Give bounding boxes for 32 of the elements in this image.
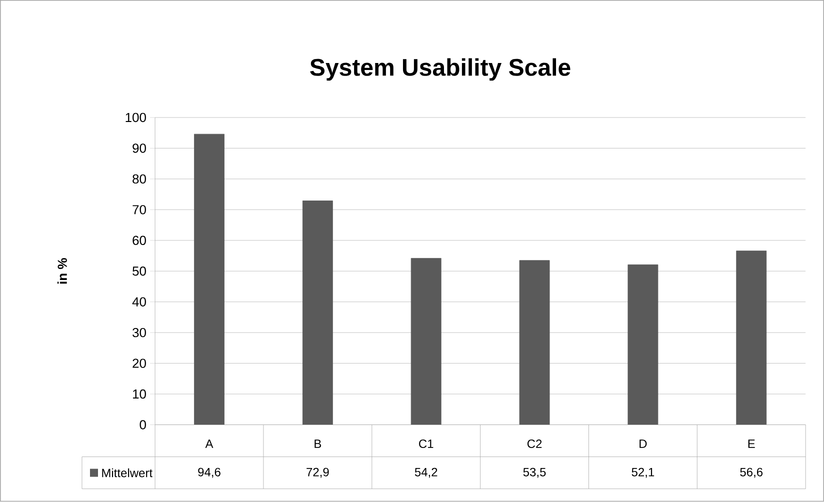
data-label: 56,6 [740, 468, 763, 478]
bar [302, 200, 333, 426]
x-tick-label: C2 [527, 440, 542, 448]
y-tick-label: 100 [126, 113, 146, 122]
bar [736, 250, 767, 426]
y-tick-label: 90 [132, 144, 146, 153]
legend-label: Mittelwert [102, 468, 152, 478]
bar [628, 264, 658, 426]
y-axis-title: in % [57, 258, 67, 284]
x-tick-label: D [640, 440, 647, 448]
y-tick-label: 10 [133, 390, 146, 399]
bar [194, 134, 224, 426]
data-label: 94,6 [198, 468, 220, 478]
x-tick-label: E [748, 440, 755, 448]
y-tick-label: 30 [132, 328, 146, 338]
x-tick-label: C1 [419, 440, 434, 448]
y-tick-label: 0 [140, 420, 146, 430]
data-label: 52,1 [632, 468, 654, 478]
data-label: 72,9 [306, 468, 329, 478]
y-tick-label: 50 [132, 266, 146, 276]
x-tick-label: B [314, 440, 322, 448]
bar [410, 258, 442, 426]
y-tick-label: 60 [132, 236, 146, 246]
chart-title: System Usability Scale [310, 58, 570, 81]
data-label: 53,5 [523, 468, 546, 478]
y-tick-label: 70 [132, 205, 146, 214]
bar [519, 260, 550, 426]
y-tick-label: 40 [132, 297, 146, 307]
y-tick-label: 80 [132, 174, 146, 184]
y-tick-label: 20 [132, 358, 146, 368]
x-tick-label: A [205, 440, 214, 448]
data-label: 54,2 [414, 468, 438, 478]
